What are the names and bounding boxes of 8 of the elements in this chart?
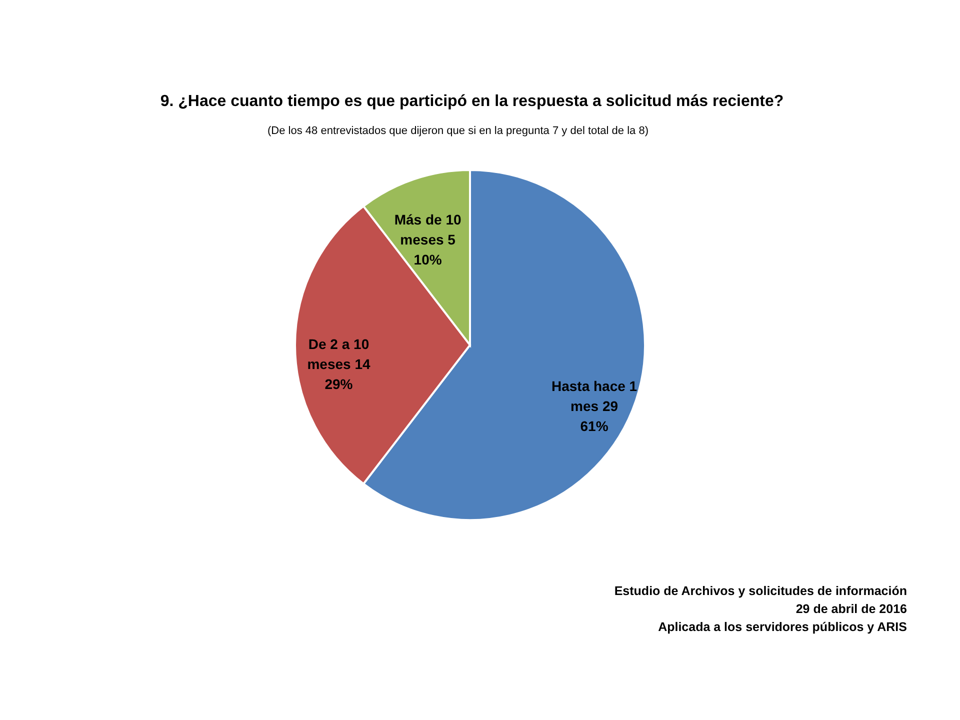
text: Estudio de Archivos y solicitudes de información xyxy=(614,584,907,598)
chart-title: 9. ¿Hace cuanto tiempo es que participó en la respuesta a solicitud más reciente? xyxy=(160,93,784,110)
chart-subtitle: (De los 48 entrevistados que dijeron que si en la pregunta 7 y del total de la 8) xyxy=(268,125,648,137)
text: Aplicada a los servidores públicos y ARIS xyxy=(658,620,907,634)
slice-label: Hasta hace 1 mes 29 61% xyxy=(551,378,638,434)
slice-label: Más de 10 meses 5 10% xyxy=(394,212,462,268)
slice-label: De 2 a 10 meses 14 29% xyxy=(307,336,370,392)
text: 29 de abril de 2016 xyxy=(796,602,908,616)
